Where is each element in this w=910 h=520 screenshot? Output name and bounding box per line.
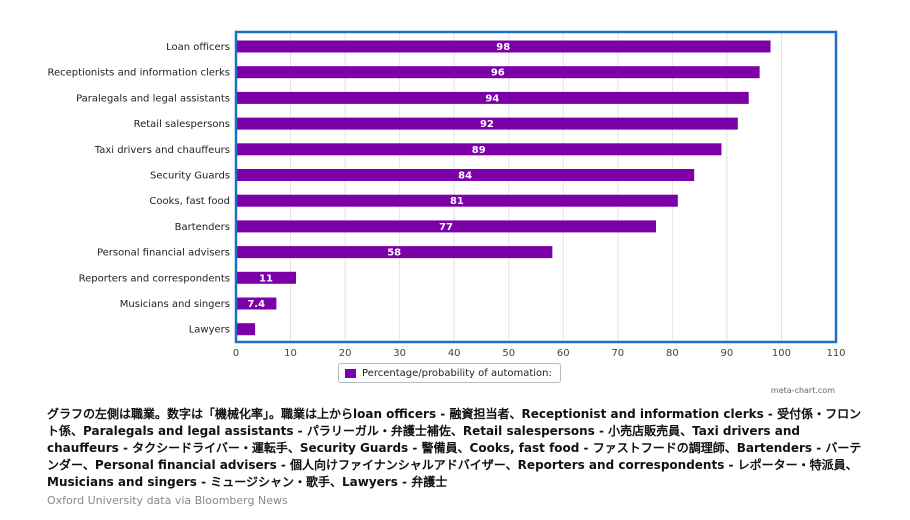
chart-canvas: 0 10 20 30 40 50 60 70 80 90 100 110 Loan officers 98…	[47, 30, 846, 359]
category-label: Lawyers	[189, 325, 230, 336]
x-tick-label: 30	[393, 348, 406, 359]
data-label: 98	[496, 42, 510, 53]
x-tick-label: 50	[502, 348, 515, 359]
data-label: 89	[472, 145, 486, 156]
x-tick-label: 110	[826, 348, 845, 359]
plot-frame	[234, 30, 838, 344]
figure-caption: グラフの左側は職業。数字は「機械化率」。職業は上からloan officers …	[47, 407, 862, 489]
x-tick-label: 70	[611, 348, 624, 359]
bar	[236, 323, 256, 336]
data-label: 58	[387, 248, 401, 259]
x-tick-label: 100	[772, 348, 791, 359]
source-note: Oxford University data via Bloomberg New…	[47, 494, 288, 507]
data-label: 11	[259, 273, 273, 284]
bar	[236, 66, 760, 79]
legend-swatch	[345, 368, 356, 378]
category-label: Loan officers	[166, 42, 230, 53]
category-label: Taxi drivers and chauffeurs	[94, 145, 230, 156]
category-label: Bartenders	[175, 222, 230, 233]
x-tick-label: 90	[721, 348, 734, 359]
bar	[236, 194, 678, 207]
x-tick-label: 10	[284, 348, 297, 359]
category-label: Reporters and correspondents	[79, 273, 230, 284]
plot-background	[236, 32, 836, 342]
x-tick-label: 0	[233, 348, 239, 359]
data-label: 81	[450, 196, 464, 207]
bar	[236, 246, 553, 259]
category-label: Receptionists and information clerks	[47, 68, 230, 79]
category-label: Personal financial advisers	[97, 248, 230, 259]
category-label: Musicians and singers	[120, 299, 230, 310]
data-label: 92	[480, 119, 494, 130]
x-tick-label: 20	[339, 348, 352, 359]
data-label: 77	[439, 222, 453, 233]
bar	[236, 169, 695, 181]
bar	[236, 117, 738, 130]
chart-credit: meta-chart.com	[770, 386, 835, 395]
bar	[236, 91, 749, 104]
category-label: Paralegals and legal assistants	[76, 93, 230, 104]
data-label: 7.4	[247, 299, 265, 310]
bar	[236, 40, 771, 53]
category-label: Retail salespersons	[134, 119, 230, 130]
x-tick-label: 40	[448, 348, 461, 359]
bar	[236, 143, 722, 156]
bar	[236, 271, 296, 284]
automation-bar-chart: 0 10 20 30 40 50 60 70 80 90 100 110 Loan officers 98…	[47, 30, 846, 395]
category-label: Cooks, fast food	[149, 196, 230, 207]
data-label: 94	[485, 93, 499, 104]
bar	[236, 220, 656, 233]
x-tick-label: 60	[557, 348, 570, 359]
bar	[236, 297, 277, 310]
data-label: 84	[458, 171, 472, 182]
legend-label: Percentage/probability of automation:	[362, 367, 552, 379]
data-label: 96	[491, 68, 505, 79]
x-tick-label: 80	[666, 348, 679, 359]
chart-legend: Percentage/probability of automation:	[338, 363, 561, 383]
category-label: Security Guards	[150, 171, 230, 182]
